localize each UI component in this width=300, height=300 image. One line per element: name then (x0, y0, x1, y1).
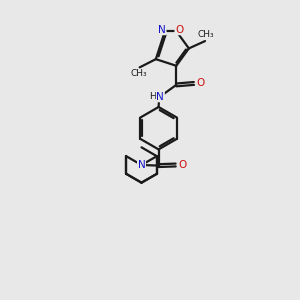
Text: N: N (158, 25, 166, 34)
Text: O: O (175, 25, 183, 34)
Text: CH₃: CH₃ (198, 30, 214, 39)
Text: H: H (149, 92, 156, 101)
Text: N: N (157, 92, 164, 102)
Text: CH₃: CH₃ (130, 69, 147, 78)
Text: O: O (196, 78, 205, 88)
Text: O: O (178, 160, 186, 170)
Text: N: N (138, 160, 146, 170)
